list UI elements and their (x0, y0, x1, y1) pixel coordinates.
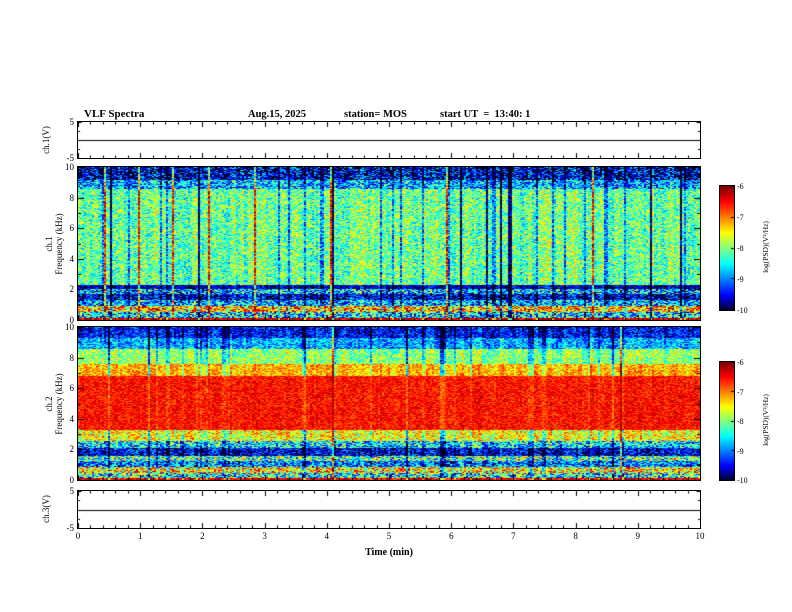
y-tick-label: 0 (69, 315, 75, 325)
ch1-spectrogram-canvas (78, 167, 700, 320)
x-tick-label: 0 (75, 531, 81, 541)
time-axis-label: Time (min) (365, 547, 413, 558)
colorbar-ch2 (719, 361, 735, 481)
figure-station: station= MOS (344, 109, 407, 120)
figure-start-ut: start UT = 13:40: 1 (440, 109, 531, 120)
colorbar-ch2-canvas (720, 362, 734, 480)
ch1-frequency-axis-label-line1: ch.1 (44, 236, 54, 252)
x-tick-label: 4 (324, 531, 330, 541)
ch1-voltage-axis-label: ch.1(V) (41, 126, 51, 154)
x-tick-label: 10 (695, 531, 705, 541)
colorbar-tick-label: -6 (737, 182, 744, 191)
ch1-spectrogram-panel (77, 166, 701, 321)
x-tick-label: 1 (137, 531, 143, 541)
colorbar-tick-label: -7 (737, 213, 744, 222)
colorbar-ch2-label: log(PSD)(V²/Hz) (761, 394, 770, 446)
x-tick-label: 9 (635, 531, 641, 541)
y-tick-label: 6 (69, 223, 75, 234)
colorbar-tick-label: -6 (737, 358, 744, 367)
y-tick-label: 10 (65, 162, 74, 172)
y-tick-label: 4 (69, 413, 75, 424)
colorbar-ch1 (719, 185, 735, 311)
y-tick-label: 8 (69, 352, 75, 363)
x-tick-label: 3 (262, 531, 267, 541)
y-tick-label: 10 (65, 322, 74, 332)
figure-date: Aug.15, 2025 (248, 109, 307, 120)
ch2-frequency-axis-label-line1: ch.2 (44, 396, 54, 412)
ch2-spectrogram-panel (77, 326, 701, 481)
y-tick-label: 5 (69, 486, 75, 496)
ch2-spectrogram-canvas (78, 327, 700, 480)
ch1-waveform-canvas (78, 122, 700, 158)
colorbar-tick-label: -9 (737, 446, 744, 456)
y-tick-label: 2 (69, 444, 75, 455)
x-tick-label: 6 (448, 531, 454, 541)
x-tick-label: 8 (573, 531, 578, 541)
ch3-waveform-panel (77, 490, 701, 529)
ch1-waveform-panel (77, 121, 701, 159)
y-tick-label: 5 (69, 117, 75, 127)
y-tick-label: 4 (69, 253, 75, 264)
y-tick-label: 0 (69, 475, 75, 485)
x-tick-label: 5 (386, 531, 392, 541)
y-tick-label: 8 (69, 192, 75, 203)
figure-title: VLF Spectra (84, 108, 145, 120)
y-tick-label: -5 (66, 523, 75, 533)
colorbar-tick-label: -9 (737, 275, 744, 284)
colorbar-tick-label: -8 (737, 244, 744, 253)
y-tick-label: 6 (69, 383, 75, 394)
colorbar-tick-label: -10 (737, 306, 748, 315)
colorbar-ch1-canvas (720, 186, 734, 310)
x-tick-label: 7 (511, 531, 516, 541)
ch3-voltage-axis-label: ch.3(V) (41, 495, 51, 523)
colorbar-tick-label: -10 (737, 476, 748, 485)
x-tick-label: 2 (200, 531, 205, 541)
colorbar-tick-label: -8 (737, 417, 744, 426)
colorbar-tick-label: -7 (737, 387, 744, 397)
ch3-waveform-canvas (78, 491, 700, 528)
y-tick-label: -5 (66, 153, 75, 163)
colorbar-ch1-label: log(PSD)(V²/Hz) (761, 221, 770, 273)
y-tick-label: 2 (69, 284, 75, 295)
